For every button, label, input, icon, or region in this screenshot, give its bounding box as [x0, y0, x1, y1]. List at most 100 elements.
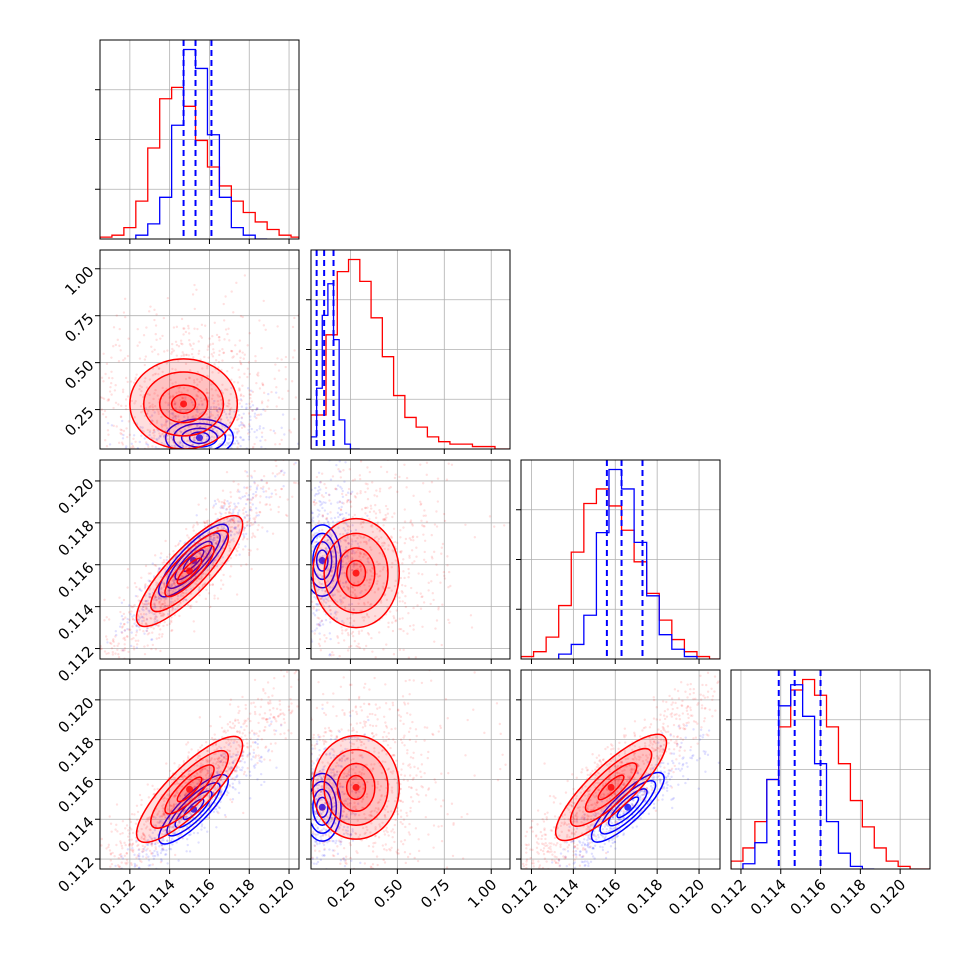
scatter-point-red — [195, 393, 198, 397]
scatter-point-red — [160, 603, 163, 606]
scatter-point-red — [370, 525, 374, 528]
scatter-point-red — [144, 599, 147, 603]
scatter-point-red — [402, 570, 405, 573]
scatter-point-blue — [219, 746, 223, 750]
scatter-point-blue — [188, 425, 191, 428]
scatter-point-red — [209, 605, 212, 609]
scatter-point-red — [182, 585, 186, 588]
scatter-point-red — [212, 351, 216, 354]
scatter-point-blue — [154, 837, 157, 840]
scatter-point-red — [166, 576, 169, 579]
scatter-point-blue — [328, 554, 331, 558]
scatter-point-red — [374, 516, 378, 520]
scatter-point-red — [119, 428, 122, 431]
histogram-blue — [135, 48, 268, 239]
scatter-point-red — [376, 540, 380, 543]
scatter-point-blue — [106, 421, 110, 425]
scatter-point-blue — [168, 830, 171, 833]
scatter-point-red — [351, 479, 355, 482]
scatter-point-red — [196, 383, 199, 387]
scatter-point-blue — [178, 443, 181, 446]
scatter-point-blue — [229, 434, 233, 437]
scatter-point-red — [157, 412, 160, 416]
scatter-point-blue — [260, 435, 264, 439]
scatter-point-red — [348, 621, 352, 625]
scatter-point-red — [317, 578, 320, 581]
scatter-point-blue — [126, 627, 129, 631]
scatter-point-blue — [152, 598, 156, 601]
scatter-point-red — [127, 650, 130, 654]
scatter-point-blue — [120, 601, 124, 604]
panel-frame — [99, 39, 300, 240]
scatter-point-red — [217, 361, 221, 364]
scatter-point-red — [159, 593, 163, 596]
scatter-point-red — [369, 524, 373, 528]
scatter-point-blue — [212, 791, 215, 794]
scatter-point-red — [217, 500, 221, 503]
scatter-point-blue — [233, 533, 236, 536]
scatter-point-red — [197, 340, 200, 343]
scatter-point-red — [217, 523, 221, 527]
scatter-point-red — [368, 517, 371, 521]
scatter-point-red — [134, 400, 137, 403]
scatter-point-red — [222, 302, 225, 306]
scatter-point-blue — [153, 605, 157, 608]
scatter-point-red — [165, 408, 169, 412]
scatter-point-red — [209, 583, 212, 587]
scatter-point-red — [188, 338, 191, 342]
scatter-point-red — [192, 414, 195, 418]
scatter-point-blue — [216, 536, 219, 540]
scatter-point-blue — [118, 625, 122, 628]
scatter-point-red — [162, 582, 166, 585]
scatter-point-blue — [255, 408, 258, 412]
scatter-point-red — [219, 399, 223, 402]
scatter-point-red — [359, 489, 362, 493]
scatter-point-red — [135, 373, 138, 376]
scatter-point-red — [325, 516, 329, 520]
scatter-point-red — [249, 506, 252, 509]
scatter-point-blue — [238, 780, 241, 783]
scatter-point-blue — [319, 621, 322, 624]
scatter-point-blue — [266, 530, 269, 533]
scatter-point-red — [424, 560, 428, 564]
scatter-point-red — [175, 354, 179, 357]
scatter-point-red — [317, 522, 320, 525]
scatter-point-red — [159, 337, 162, 340]
scatter-point-red — [140, 576, 143, 580]
scatter-point-blue — [156, 852, 159, 856]
scatter-point-red — [394, 620, 397, 623]
scatter-point-red — [391, 629, 395, 633]
scatter-point-red — [153, 318, 156, 322]
scatter-point-red — [196, 370, 199, 374]
scatter-point-blue — [317, 587, 321, 591]
scatter-point-blue — [151, 606, 155, 609]
scatter-point-red — [131, 444, 134, 448]
scatter-point-red — [231, 366, 234, 369]
scatter-point-blue — [232, 511, 235, 514]
scatter-point-blue — [179, 423, 183, 426]
scatter-point-blue — [125, 445, 128, 448]
scatter-point-red — [138, 628, 142, 631]
scatter-point-blue — [230, 517, 233, 521]
scatter-point-red — [250, 509, 253, 512]
scatter-point-red — [172, 582, 176, 586]
scatter-point-blue — [242, 438, 245, 442]
scatter-point-red — [229, 529, 232, 533]
scatter-point-red — [392, 653, 396, 656]
scatter-point-blue — [227, 437, 231, 441]
scatter-point-blue — [145, 600, 148, 603]
scatter-point-red — [148, 587, 152, 590]
scatter-point-red — [403, 520, 407, 523]
scatter-point-red — [449, 584, 452, 588]
scatter-point-blue — [130, 631, 133, 634]
scatter-point-red — [443, 577, 447, 580]
scatter-point-red — [319, 586, 323, 589]
scatter-point-red — [277, 369, 281, 372]
scatter-point-red — [157, 367, 161, 370]
scatter-point-red — [155, 620, 158, 623]
scatter-point-red — [348, 525, 351, 528]
scatter-point-blue — [319, 500, 322, 504]
scatter-point-red — [211, 583, 215, 586]
scatter-point-red — [171, 628, 174, 632]
scatter-point-red — [420, 595, 423, 599]
